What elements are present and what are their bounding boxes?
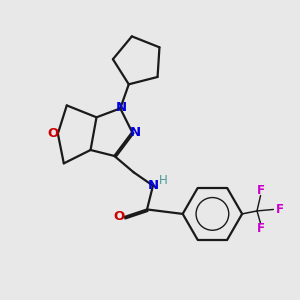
Text: F: F <box>256 184 265 196</box>
Text: F: F <box>276 203 284 216</box>
Text: F: F <box>256 222 265 235</box>
Text: O: O <box>47 127 58 140</box>
Text: H: H <box>158 174 167 187</box>
Text: N: N <box>116 101 127 114</box>
Text: O: O <box>113 210 124 224</box>
Text: N: N <box>147 179 158 192</box>
Text: N: N <box>130 126 141 139</box>
